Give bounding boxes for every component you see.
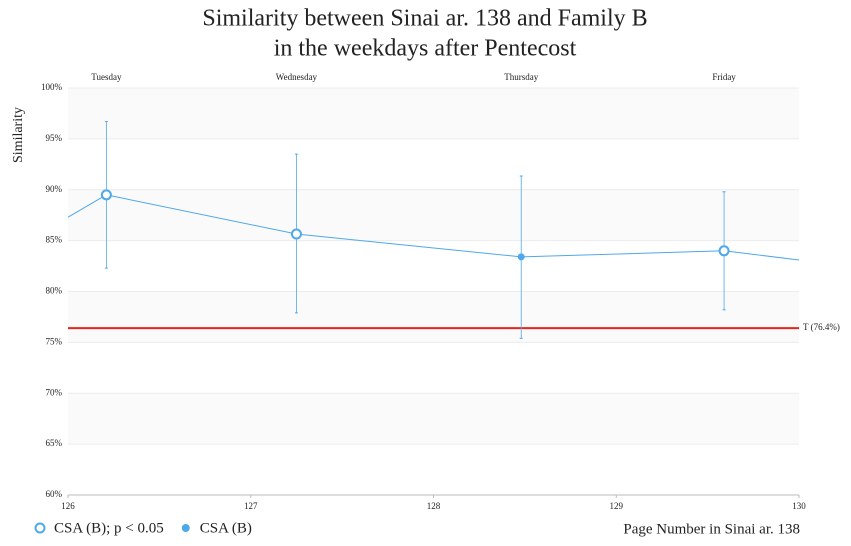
y-tick-label: 100% [41,82,63,92]
chart-title: Similarity between Sinai ar. 138 and Fam… [202,6,647,32]
legend-marker [34,522,46,534]
point [718,245,730,257]
day-label: Tuesday [91,72,122,82]
day-label: Thursday [504,72,538,82]
x-tick-label: 129 [610,501,624,511]
grid-band [68,393,799,445]
y-tick-label: 95% [46,133,63,143]
x-axis-label: Page Number in Sinai ar. 138 [623,521,800,537]
y-tick-label: 80% [46,286,63,296]
y-tick-label: 70% [46,387,63,397]
legend-marker [181,524,190,532]
legend-label: CSA (B); p < 0.05 [54,520,164,536]
x-tick-label: 126 [61,501,75,511]
legend-label: CSA (B) [200,520,252,536]
day-label: Friday [712,72,736,82]
series-line [67,194,800,261]
grid-band [68,189,799,241]
x-tick-label: 130 [792,501,806,511]
y-tick-label: 60% [46,489,63,499]
day-label: Wednesday [276,72,318,82]
y-axis-label: Similarity [11,107,26,163]
y-tick-label: 90% [46,184,63,194]
y-tick-label: 75% [46,336,63,346]
point [100,189,112,201]
x-tick-label: 128 [427,501,441,511]
grid-band [68,291,799,343]
point [517,253,525,261]
y-tick-label: 65% [46,438,63,448]
x-tick-label: 127 [244,501,258,511]
point [290,228,302,240]
chart-title: in the weekdays after Pentecost [274,36,577,62]
y-tick-label: 85% [46,235,63,245]
threshold-label: T (76.4%) [803,322,840,332]
grid-band [68,88,799,139]
